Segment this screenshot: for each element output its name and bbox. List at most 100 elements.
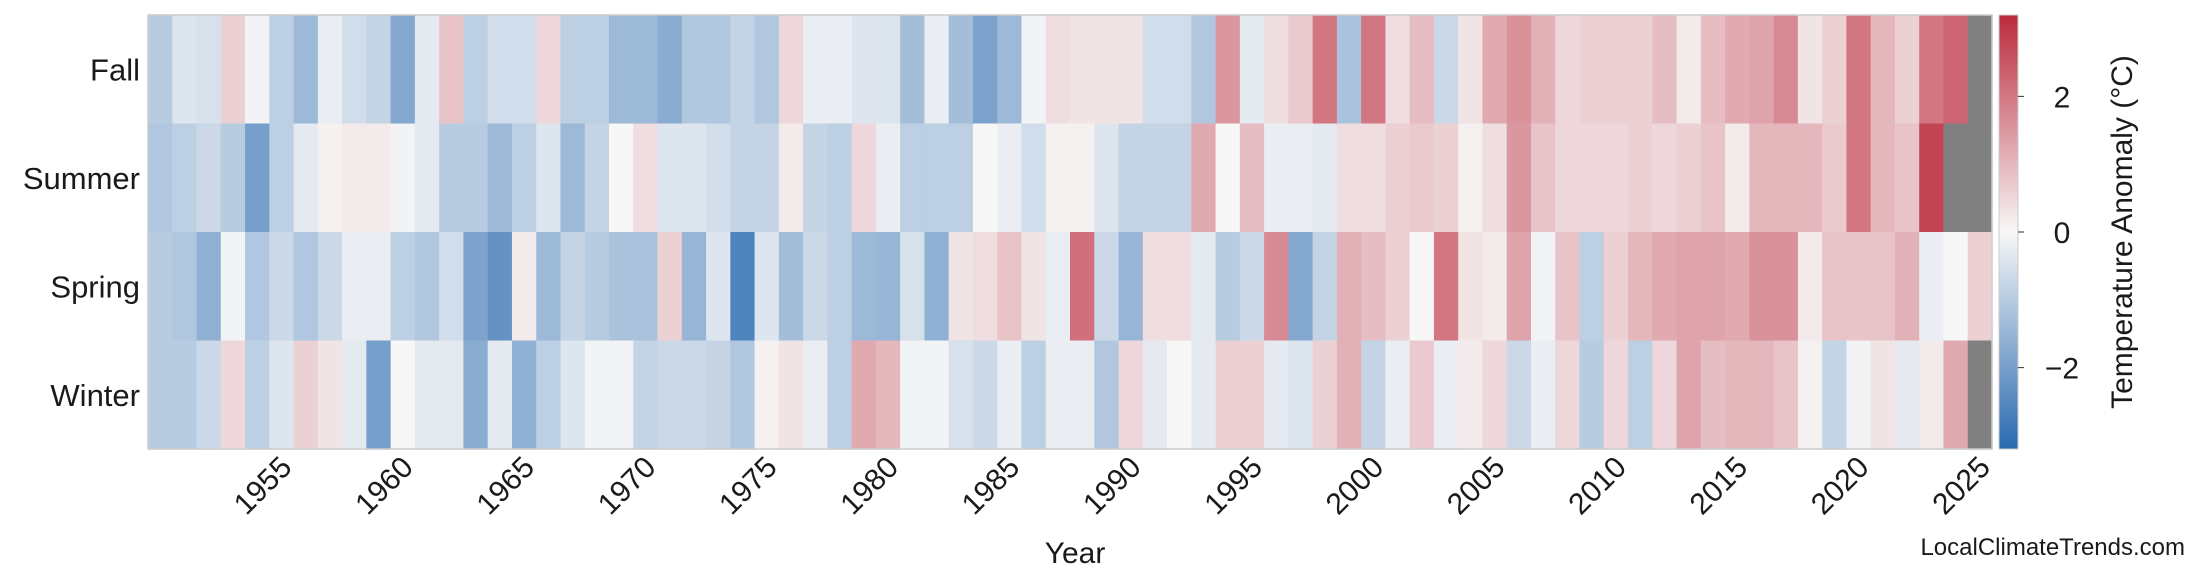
heatmap-cell (948, 123, 974, 233)
heatmap-cell (972, 123, 998, 233)
heatmap-cell (536, 340, 562, 450)
heatmap-cell (487, 15, 513, 125)
heatmap-cell (1894, 340, 1920, 450)
heatmap-cell (1167, 15, 1192, 125)
heatmap-cell (1506, 123, 1532, 233)
heatmap-cell (439, 123, 465, 233)
heatmap-cell (875, 123, 901, 233)
heatmap-cell (803, 232, 828, 342)
heatmap-cell (1336, 123, 1362, 233)
heatmap-cell (900, 123, 926, 233)
heatmap-cell (196, 123, 222, 233)
heatmap-cell (1749, 15, 1775, 125)
heatmap-cell (172, 340, 198, 450)
heatmap-cell (1167, 123, 1192, 233)
colorbar-title: Temperature Anomaly (°C) (2106, 55, 2139, 409)
heatmap-cell (1894, 232, 1920, 342)
heatmap-cell (511, 15, 537, 125)
heatmap-cell (706, 123, 731, 233)
heatmap-cell (1385, 232, 1411, 342)
heatmap-cell (463, 340, 489, 450)
x-tick-label: 1960 (349, 451, 420, 522)
heatmap-cell (1773, 340, 1799, 450)
heatmap-cell (997, 232, 1023, 342)
heatmap-cell (1943, 123, 1969, 233)
heatmap-cell (487, 232, 513, 342)
heatmap-cell (1603, 340, 1629, 450)
heatmap-cell (1458, 15, 1484, 125)
heatmap-cell (1846, 340, 1872, 450)
heatmap-cell (560, 15, 586, 125)
heatmap-cell (706, 15, 731, 125)
heatmap-cell (827, 232, 853, 342)
heatmap-cell (609, 340, 634, 450)
heatmap-cell (1288, 340, 1314, 450)
heatmap-cell (1191, 340, 1217, 450)
heatmap-cell (681, 232, 707, 342)
heatmap-cell (609, 232, 634, 342)
heatmap-cell (1336, 232, 1362, 342)
heatmap-cell (1943, 232, 1969, 342)
heatmap-cell (511, 123, 537, 233)
heatmap-cell (1822, 123, 1848, 233)
heatmap-cell (1215, 15, 1241, 125)
heatmap-cell (1894, 15, 1920, 125)
heatmap-cell (778, 123, 804, 233)
heatmap-cell (1870, 340, 1896, 450)
heatmap-cell (1361, 232, 1387, 342)
heatmap-cell (1409, 123, 1435, 233)
heatmap-cell (511, 232, 537, 342)
heatmap-cell (1943, 15, 1969, 125)
heatmap-cell (778, 232, 804, 342)
heatmap-cell (1433, 15, 1459, 125)
heatmap-cell (1482, 340, 1508, 450)
heatmap-cell (1919, 15, 1945, 125)
heatmap-cell (633, 232, 659, 342)
heatmap-cell (1482, 232, 1508, 342)
heatmap-cell (1870, 15, 1896, 125)
heatmap-cell (1870, 232, 1896, 342)
colorbar-ticks: 2 0 −2 (2018, 81, 2079, 386)
heatmap-cell (1555, 340, 1581, 450)
heatmap-cell (1021, 15, 1047, 125)
heatmap-cell (730, 340, 756, 450)
heatmap-cell (1579, 15, 1605, 125)
heatmap-cell (1045, 15, 1071, 125)
heatmap-cell (1312, 15, 1338, 125)
heatmap-cell (1943, 340, 1969, 450)
heatmap-cell (1264, 340, 1289, 450)
heatmap-cell (657, 232, 683, 342)
heatmap-cell (633, 123, 659, 233)
heatmap-cell (1385, 123, 1411, 233)
heatmap-cell (827, 15, 853, 125)
heatmap-cell (366, 232, 392, 342)
heatmap-cell (536, 123, 562, 233)
heatmap-cell (633, 15, 659, 125)
heatmap-cell (1652, 340, 1678, 450)
x-tick-label: 2005 (1441, 451, 1512, 522)
heatmap-cell (754, 340, 780, 450)
heatmap-cell (366, 123, 392, 233)
heatmap-cell (1749, 123, 1775, 233)
heatmap-cell (511, 340, 537, 450)
heatmap-cell (851, 123, 877, 233)
heatmap-cell (1822, 232, 1848, 342)
heatmap-cell (148, 340, 173, 450)
heatmap-cell (851, 340, 877, 450)
heatmap-cell (681, 340, 707, 450)
heatmap-cell (414, 123, 440, 233)
heatmap-cell (317, 340, 343, 450)
x-axis-ticks: 1955 1960 1965 1970 1975 1980 1985 1990 1995 2000… (228, 451, 1997, 522)
heatmap-cell (1725, 15, 1750, 125)
heatmap-cell (269, 15, 295, 125)
heatmap-cell (317, 123, 343, 233)
x-tick-label: 2025 (1926, 451, 1997, 522)
heatmap-cell (657, 123, 683, 233)
heatmap-cell (1433, 232, 1459, 342)
heatmap-cell (245, 340, 270, 450)
heatmap-cell (827, 340, 853, 450)
heatmap-cell (1142, 15, 1168, 125)
y-tick-label: Winter (50, 378, 140, 413)
colorbar-tick-label: 0 (2054, 217, 2071, 250)
y-tick-label: Spring (50, 269, 140, 304)
